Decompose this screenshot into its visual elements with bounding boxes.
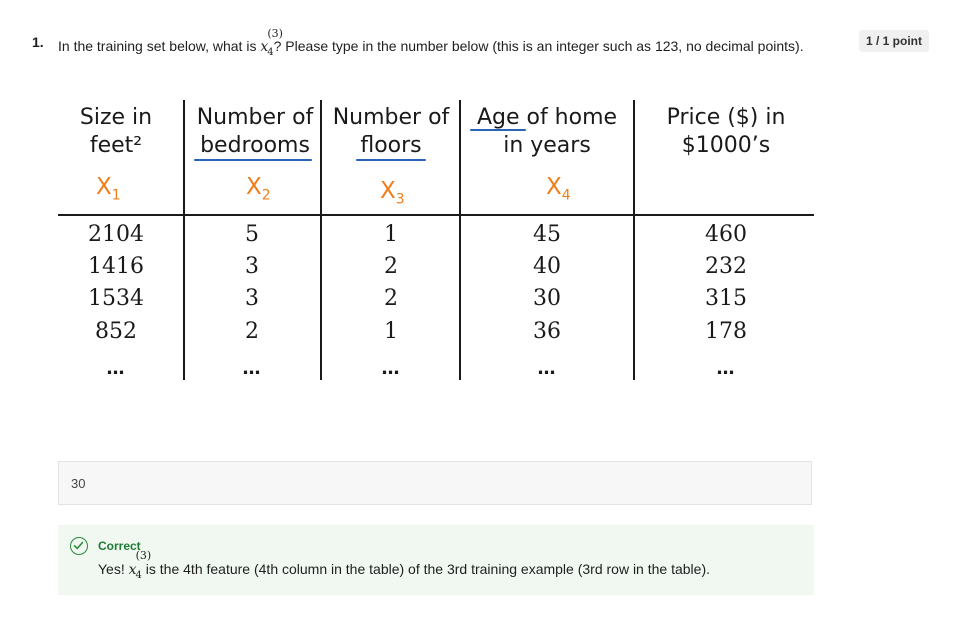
table-cell: 40	[533, 254, 561, 279]
ellipsis: …	[106, 358, 126, 379]
table-cell: 2	[384, 254, 398, 279]
label-sub: 1	[111, 187, 121, 204]
table-cell: 30	[533, 286, 561, 311]
underline-bedrooms	[194, 159, 312, 161]
header-line2: feet²	[89, 133, 143, 158]
header-line2: in years	[503, 133, 591, 158]
ellipsis: …	[242, 358, 262, 379]
label-base: X	[96, 174, 112, 200]
header-line2: bedrooms	[200, 133, 310, 158]
ellipsis: …	[716, 358, 736, 379]
math-var: x	[260, 39, 269, 55]
points-badge: 1 / 1 point	[858, 30, 929, 52]
table-cell: 2	[384, 286, 398, 311]
header-line1: Age of home	[476, 105, 618, 130]
math-sup: (3)	[267, 27, 283, 40]
table-cell: 1	[384, 319, 398, 344]
feedback-explanation: is the 4th feature (4th column in the ta…	[141, 561, 710, 577]
table-cell: 852	[95, 319, 137, 344]
ellipsis: …	[537, 358, 557, 379]
table-cell: 460	[705, 222, 747, 247]
table-cell: 1534	[88, 286, 144, 311]
underline-age	[470, 129, 526, 131]
prompt-text-before: In the training set below, what is	[58, 38, 261, 54]
check-circle-icon	[70, 537, 88, 555]
feedback-panel: Correct Yes! x4 (3) is the 4th feature (4…	[58, 525, 814, 595]
header-price: Price ($) in $1000’s	[641, 104, 811, 160]
divider-vertical-4	[633, 100, 635, 380]
header-age: Age of home in years	[463, 104, 631, 160]
table-cell: 3	[245, 286, 259, 311]
table-cell: 1	[384, 222, 398, 247]
header-line2: $1000’s	[681, 133, 771, 158]
feedback-prefix: Yes!	[98, 561, 129, 577]
ellipsis: …	[381, 358, 401, 379]
feature-label-x3: X3	[380, 178, 405, 208]
label-base: X	[380, 178, 396, 204]
label-base: X	[546, 174, 562, 200]
header-line1: Number of	[332, 105, 450, 130]
header-line1: Price ($) in	[666, 105, 786, 130]
header-line1: Size in	[79, 105, 153, 130]
table-cell: 2104	[88, 222, 144, 247]
label-sub: 2	[261, 187, 271, 204]
divider-horizontal	[58, 214, 814, 216]
divider-vertical-3	[459, 100, 461, 380]
header-bedrooms: Number of bedrooms	[188, 104, 322, 160]
table-cell: 1416	[88, 254, 144, 279]
header-size: Size in feet²	[58, 104, 174, 160]
math-sub: 4	[267, 47, 274, 58]
math-var: x	[128, 562, 137, 578]
question-prompt: In the training set below, what is x4 (3)…	[58, 27, 828, 61]
question-number: 1.	[32, 34, 44, 50]
feedback-text: Yes! x4 (3) is the 4th feature (4th colum…	[98, 549, 710, 581]
table-cell: 315	[705, 286, 747, 311]
table-cell: 2	[245, 319, 259, 344]
table-cell: 178	[705, 319, 747, 344]
header-floors: Number of floors	[324, 104, 458, 160]
math-x4-3: x4 (3)	[128, 549, 152, 581]
divider-vertical-1	[183, 100, 185, 380]
label-sub: 4	[561, 187, 571, 204]
answer-input[interactable]	[71, 476, 371, 491]
feedback-status: Correct	[98, 539, 141, 553]
table-cell: 5	[245, 222, 259, 247]
divider-vertical-2	[320, 100, 322, 380]
training-set-figure: Size in feet² Number of bedrooms Number …	[58, 100, 818, 385]
answer-box	[58, 461, 812, 505]
prompt-text-after: ? Please type in the number below (this …	[273, 38, 804, 54]
label-sub: 3	[395, 191, 405, 208]
feature-label-x2: X2	[246, 174, 271, 204]
math-x4-3: x4 (3)	[260, 27, 283, 61]
label-base: X	[246, 174, 262, 200]
table-cell: 232	[705, 254, 747, 279]
math-sup: (3)	[135, 549, 152, 562]
header-line2: floors	[360, 133, 422, 158]
underline-floors	[356, 159, 426, 161]
feature-label-x4: X4	[546, 174, 571, 204]
math-sub: 4	[135, 570, 142, 581]
feature-label-x1: X1	[96, 174, 121, 204]
table-cell: 36	[533, 319, 561, 344]
table-cell: 3	[245, 254, 259, 279]
header-line1: Number of	[196, 105, 314, 130]
table-cell: 45	[533, 222, 561, 247]
